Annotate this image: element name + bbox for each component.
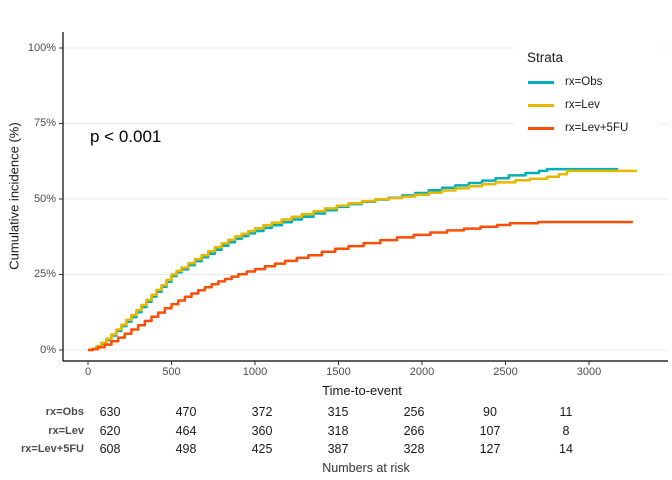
legend-title: Strata <box>527 50 564 65</box>
x-tick-label: 1500 <box>326 366 351 378</box>
risk-row-label: rx=Obs <box>45 406 84 418</box>
x-tick-label: 2000 <box>409 366 435 378</box>
risk-value: 372 <box>251 405 273 419</box>
risk-value: 608 <box>99 442 121 456</box>
risk-value: 14 <box>559 442 573 456</box>
y-tick-label: 50% <box>33 192 56 205</box>
y-tick-label: 25% <box>33 268 56 280</box>
series-line-rx-obs <box>88 167 619 352</box>
x-tick-label: 3000 <box>576 366 602 378</box>
risk-value: 464 <box>175 423 197 438</box>
legend-item: rx=Lev <box>528 98 660 112</box>
risk-value: 360 <box>251 423 273 438</box>
risk-value: 630 <box>99 405 121 419</box>
x-tick-label: 500 <box>162 366 181 378</box>
p-value-annotation: p < 0.001 <box>90 127 162 146</box>
risk-row-label: rx=Lev+5FU <box>21 443 84 455</box>
legend-item: rx=Obs <box>528 75 660 89</box>
risk-value: 266 <box>403 423 425 438</box>
risk-row-label: rx=Lev <box>48 424 84 437</box>
legend-line-swatch <box>528 103 554 107</box>
risk-value: 498 <box>175 442 197 456</box>
legend-line-swatch <box>528 126 554 130</box>
risk-value: 318 <box>327 423 349 438</box>
series-line-rx-lev <box>88 169 637 352</box>
y-tick-label: 75% <box>33 117 56 129</box>
risk-table-title: Numbers at risk <box>322 461 410 475</box>
x-tick-label: 0 <box>84 366 92 378</box>
legend-item-label: rx=Lev+5FU <box>565 122 629 134</box>
legend: Strata rx=Obs rx=Lev rx=Lev+5FU <box>514 42 660 146</box>
risk-value: 8 <box>562 423 570 438</box>
risk-value: 470 <box>175 405 197 419</box>
risk-value: 315 <box>327 405 349 419</box>
legend-line-swatch <box>528 80 554 84</box>
y-tick-label: 0% <box>40 343 56 356</box>
legend-items: rx=Obs rx=Lev rx=Lev+5FU <box>514 75 660 135</box>
x-tick-label: 2500 <box>493 366 518 378</box>
legend-item: rx=Lev+5FU <box>528 121 660 135</box>
risk-value: 387 <box>327 442 349 456</box>
risk-value: 256 <box>403 405 425 419</box>
risk-value: 425 <box>251 442 273 456</box>
legend-item-label: rx=Lev <box>565 99 600 111</box>
legend-item-label: rx=Obs <box>565 76 603 88</box>
risk-value: 127 <box>479 442 501 456</box>
x-axis-title: Time-to-event <box>322 383 402 398</box>
risk-value: 107 <box>479 423 501 438</box>
risk-value: 90 <box>483 405 497 419</box>
x-tick-label: 1000 <box>242 366 268 378</box>
risk-value: 620 <box>99 423 121 438</box>
y-tick-label: 100% <box>27 41 56 54</box>
risk-value: 328 <box>403 442 425 456</box>
risk-value: 11 <box>559 405 573 419</box>
series-line-rx-lev-5fu <box>88 220 633 352</box>
